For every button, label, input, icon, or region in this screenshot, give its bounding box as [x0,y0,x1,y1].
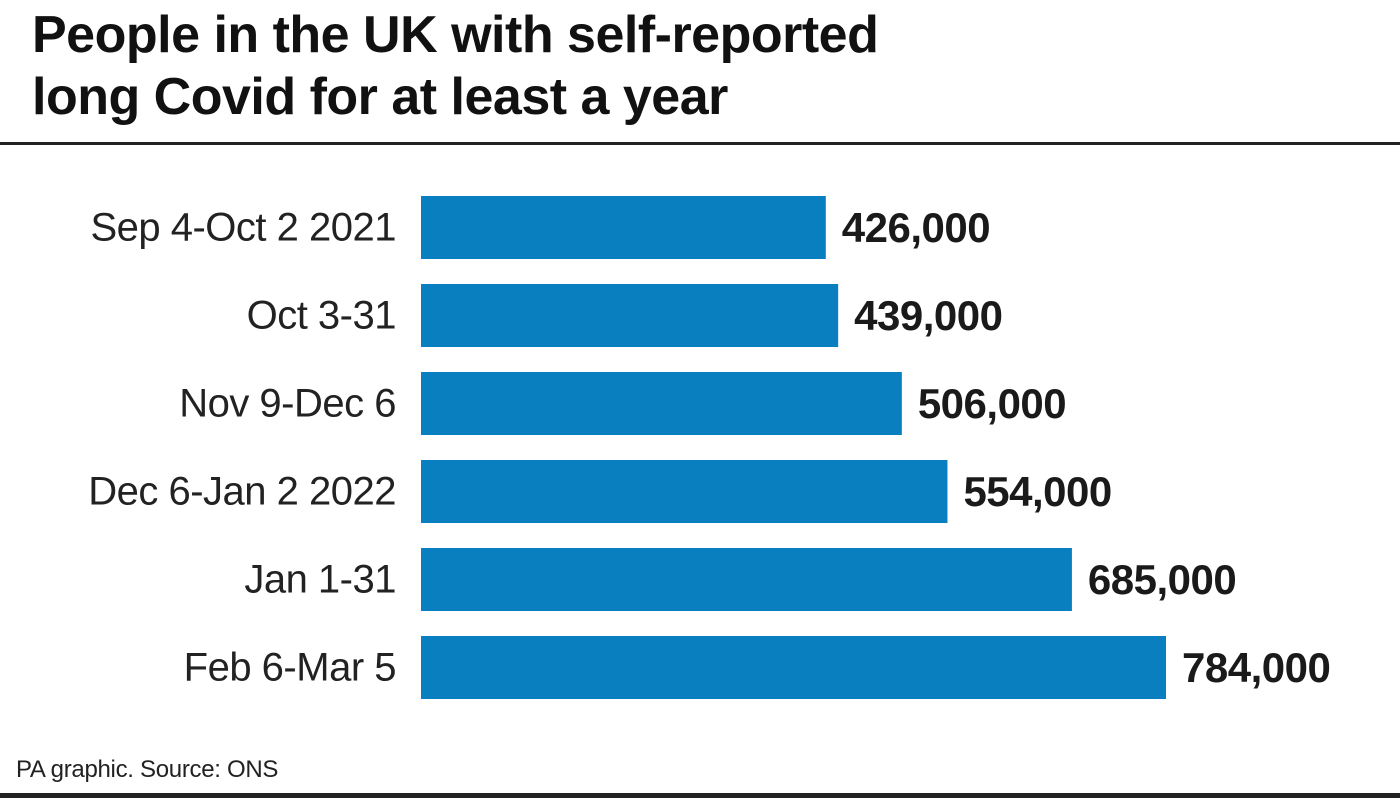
category-label: Dec 6-Jan 2 2022 [88,470,396,514]
bar [421,372,902,435]
source-note: PA graphic. Source: ONS [16,756,279,783]
bottom-divider [0,793,1400,798]
bar [421,284,839,347]
category-label: Oct 3-31 [247,294,396,338]
value-label: 506,000 [918,380,1066,427]
bar [421,636,1166,699]
category-label: Feb 6-Mar 5 [184,646,396,690]
chart-title-line-2: long Covid for at least a year [32,68,728,126]
category-label: Sep 4-Oct 2 2021 [90,206,396,250]
category-label: Nov 9-Dec 6 [179,382,396,426]
bar [421,196,826,259]
chart-title: People in the UK with self-reported long… [32,4,1372,128]
bar-chart: Sep 4-Oct 2 2021 426,000 Oct 3-31 439,000 No… [0,150,1400,740]
value-label: 685,000 [1088,556,1236,603]
value-label: 439,000 [854,292,1002,339]
chart-title-line-1: People in the UK with self-reported [32,6,879,64]
title-divider [0,142,1400,145]
value-label: 426,000 [842,204,990,251]
value-label: 784,000 [1182,644,1330,691]
category-label: Jan 1-31 [244,558,396,602]
value-label: 554,000 [963,468,1111,515]
bar [421,548,1072,611]
bar [421,460,948,523]
bar-chart-svg: Sep 4-Oct 2 2021 426,000 Oct 3-31 439,000 No… [88,196,1331,699]
